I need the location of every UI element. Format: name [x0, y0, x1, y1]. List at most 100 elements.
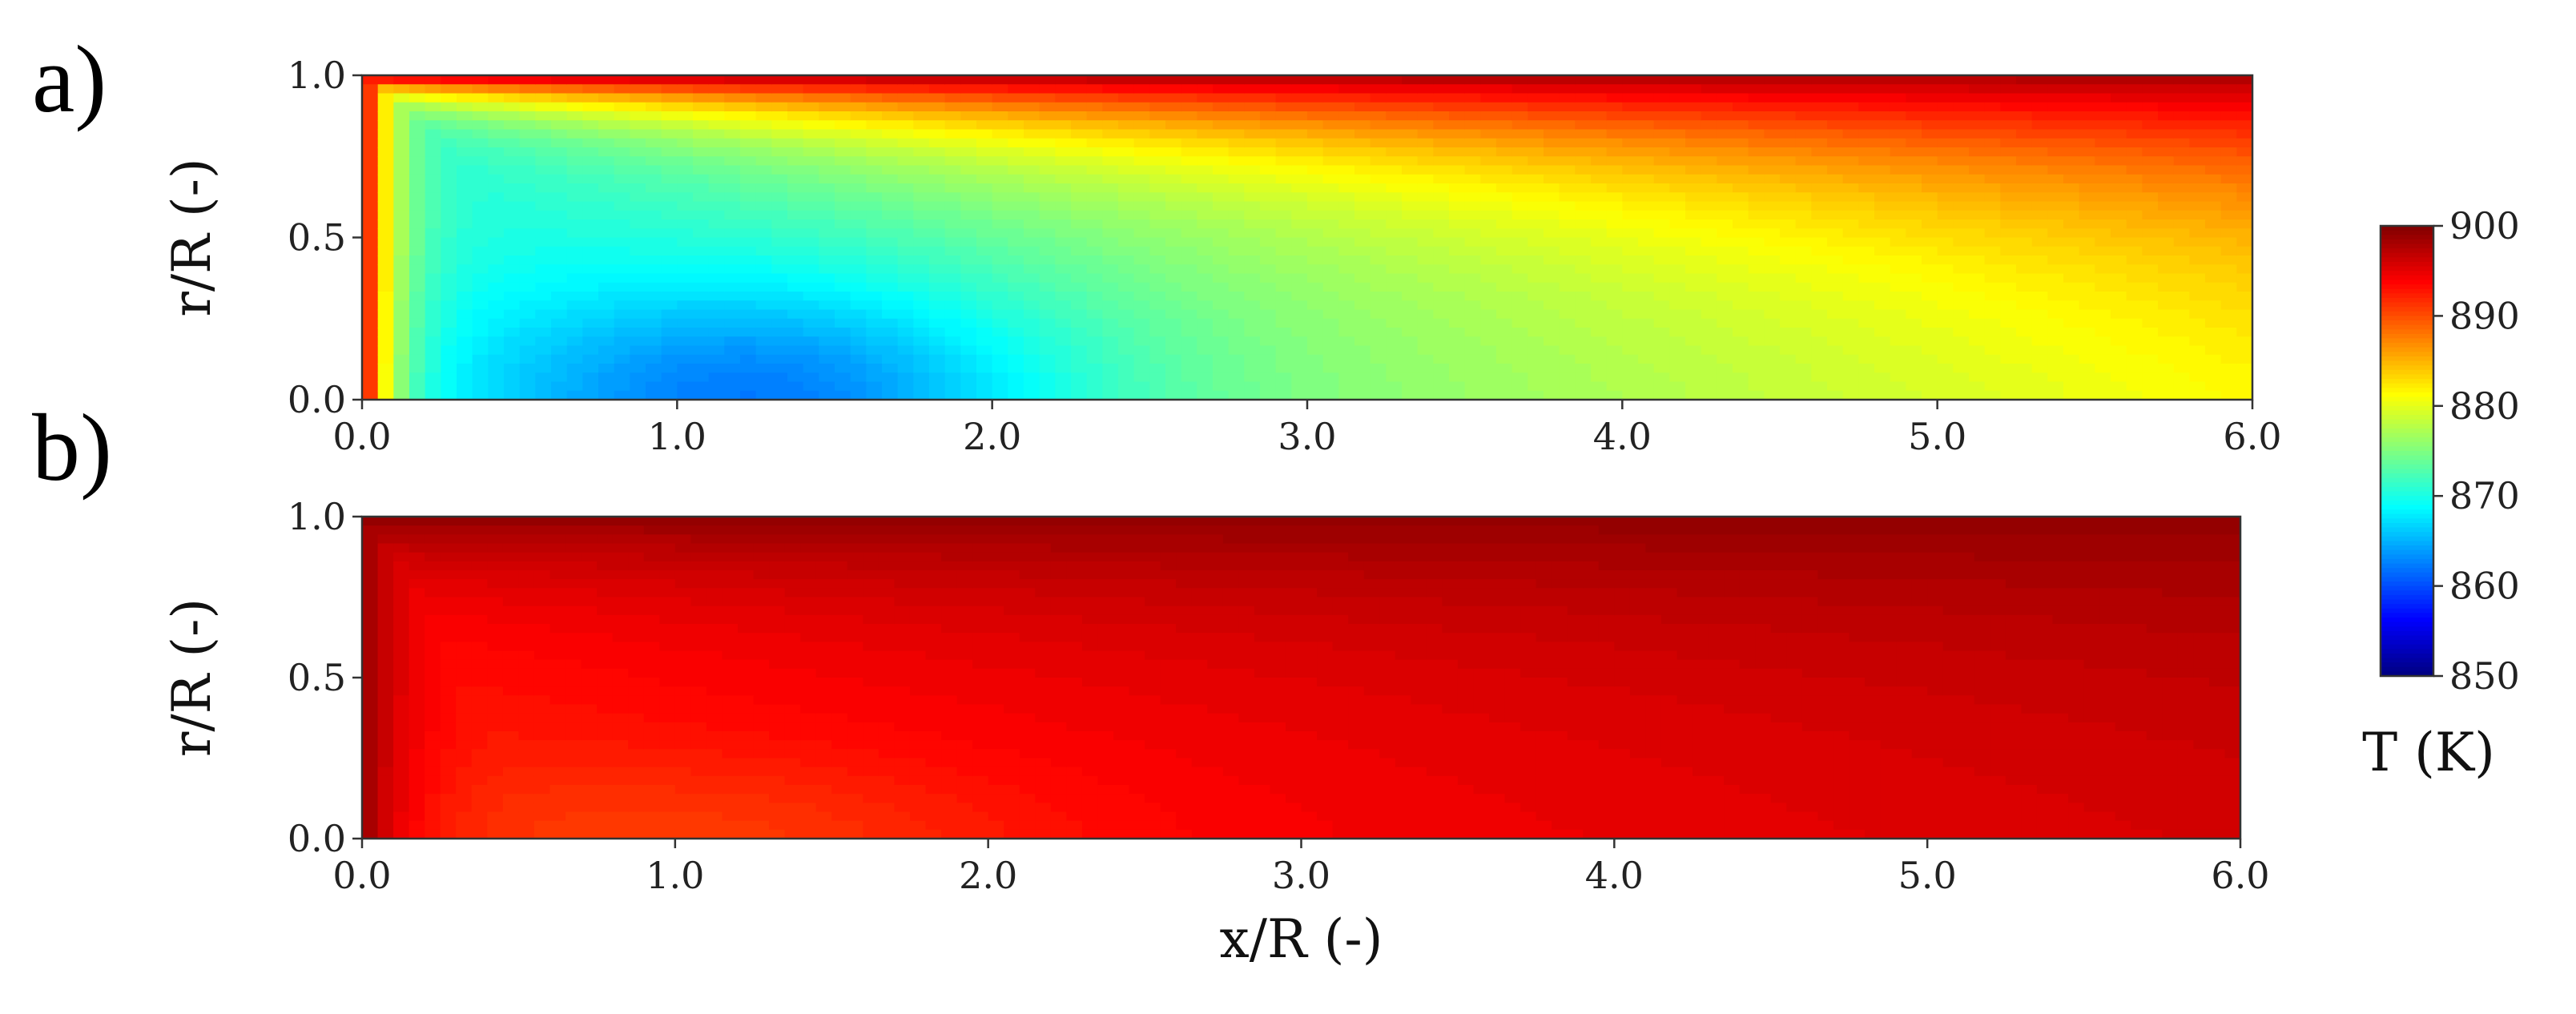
heatmap-cell [551, 102, 568, 112]
heatmap-cell [2205, 273, 2222, 284]
heatmap-cell [519, 345, 537, 356]
heatmap-cell [1795, 183, 1813, 194]
heatmap-cell [612, 561, 630, 571]
heatmap-cell [566, 731, 582, 741]
heatmap-cell [2095, 318, 2111, 328]
heatmap-cell [425, 642, 441, 652]
heatmap-cell [581, 767, 598, 777]
heatmap-cell [819, 111, 835, 122]
heatmap-cell [425, 678, 441, 687]
heatmap-cell [2126, 364, 2143, 374]
heatmap-cell [1402, 84, 1419, 95]
heatmap-cell [693, 138, 710, 148]
heatmap-cell [755, 156, 773, 167]
heatmap-cell [362, 174, 379, 184]
heatmap-cell [2220, 336, 2238, 347]
heatmap-cell [1464, 165, 1482, 175]
heatmap-cell [1102, 381, 1119, 392]
heatmap-cell [1433, 282, 1450, 292]
heatmap-cell [646, 129, 662, 139]
heatmap-cell [457, 228, 473, 239]
heatmap-cell [614, 381, 631, 392]
heatmap-cell [1260, 192, 1277, 203]
heatmap-cell [1544, 300, 1560, 311]
heatmap-cell [992, 138, 1009, 148]
heatmap-cell [2079, 309, 2096, 320]
heatmap-cell [2095, 300, 2111, 311]
heatmap-cell [533, 749, 551, 759]
heatmap-cell [1906, 390, 1922, 400]
heatmap-cell [677, 282, 694, 292]
heatmap-cell [1496, 390, 1513, 400]
heatmap-cell [929, 147, 946, 158]
heatmap-cell [1354, 328, 1371, 338]
heatmap-cell [1275, 372, 1293, 383]
heatmap-cell [457, 129, 473, 139]
heatmap-cell [582, 120, 599, 131]
heatmap-cell [566, 111, 584, 122]
heatmap-cell [1402, 256, 1419, 266]
heatmap-cell [1858, 292, 1875, 302]
heatmap-cell [409, 210, 426, 220]
heatmap-cell [2111, 336, 2127, 347]
heatmap-cell [2236, 192, 2253, 203]
heatmap-cell [787, 156, 804, 167]
heatmap-cell [1260, 246, 1277, 256]
heatmap-cell [1024, 282, 1040, 292]
heatmap-cell [2205, 381, 2222, 392]
heatmap-cell [393, 731, 410, 741]
heatmap-cell [1842, 336, 1860, 347]
heatmap-cell [1733, 282, 1749, 292]
heatmap-cell [1733, 246, 1749, 256]
heatmap-cell [1764, 129, 1781, 139]
heatmap-cell [518, 624, 535, 634]
heatmap-cell [566, 633, 582, 643]
heatmap-cell [472, 183, 489, 194]
heatmap-cell [850, 102, 867, 112]
heatmap-cell [488, 102, 505, 112]
heatmap-cell [362, 120, 379, 131]
heatmap-cell [992, 336, 1009, 347]
heatmap-cell [409, 803, 425, 813]
heatmap-cell [471, 543, 489, 553]
heatmap-cell [1402, 201, 1419, 211]
heatmap-cell [1213, 264, 1230, 275]
heatmap-cell [551, 300, 568, 311]
heatmap-cell [630, 102, 646, 112]
heatmap-cell [1922, 156, 1938, 167]
heatmap-cell [504, 111, 521, 122]
heatmap-cell [1764, 381, 1781, 392]
heatmap-cell [1906, 309, 1922, 320]
heatmap-cell [2016, 174, 2033, 184]
heatmap-cell [755, 147, 773, 158]
heatmap-cell [597, 624, 614, 634]
heatmap-cell [1984, 282, 2002, 292]
heatmap-cell [1638, 246, 1655, 256]
heatmap-cell [1370, 93, 1387, 103]
heatmap-cell [1764, 183, 1781, 194]
heatmap-cell [551, 201, 568, 211]
heatmap-cell [771, 93, 788, 103]
heatmap-cell [472, 300, 489, 311]
heatmap-cell [487, 794, 504, 804]
heatmap-cell [1575, 75, 1592, 86]
heatmap-cell [1417, 75, 1435, 86]
heatmap-cell [693, 75, 710, 86]
heatmap-cell [835, 246, 851, 256]
heatmap-cell [976, 84, 993, 95]
heatmap-cell [913, 264, 930, 275]
heatmap-cell [1197, 210, 1214, 220]
heatmap-cell [409, 102, 426, 112]
heatmap-cell [1669, 75, 1686, 86]
heatmap-cell [1165, 120, 1182, 131]
heatmap-cell [913, 336, 930, 347]
heatmap-cell [929, 273, 946, 284]
heatmap-cell [960, 237, 977, 247]
heatmap-cell [803, 390, 820, 400]
heatmap-cell [1102, 336, 1119, 347]
heatmap-cell [944, 219, 962, 230]
heatmap-cell [2031, 309, 2049, 320]
heatmap-cell [835, 273, 851, 284]
heatmap-cell [929, 174, 946, 184]
heatmap-cell [850, 147, 867, 158]
